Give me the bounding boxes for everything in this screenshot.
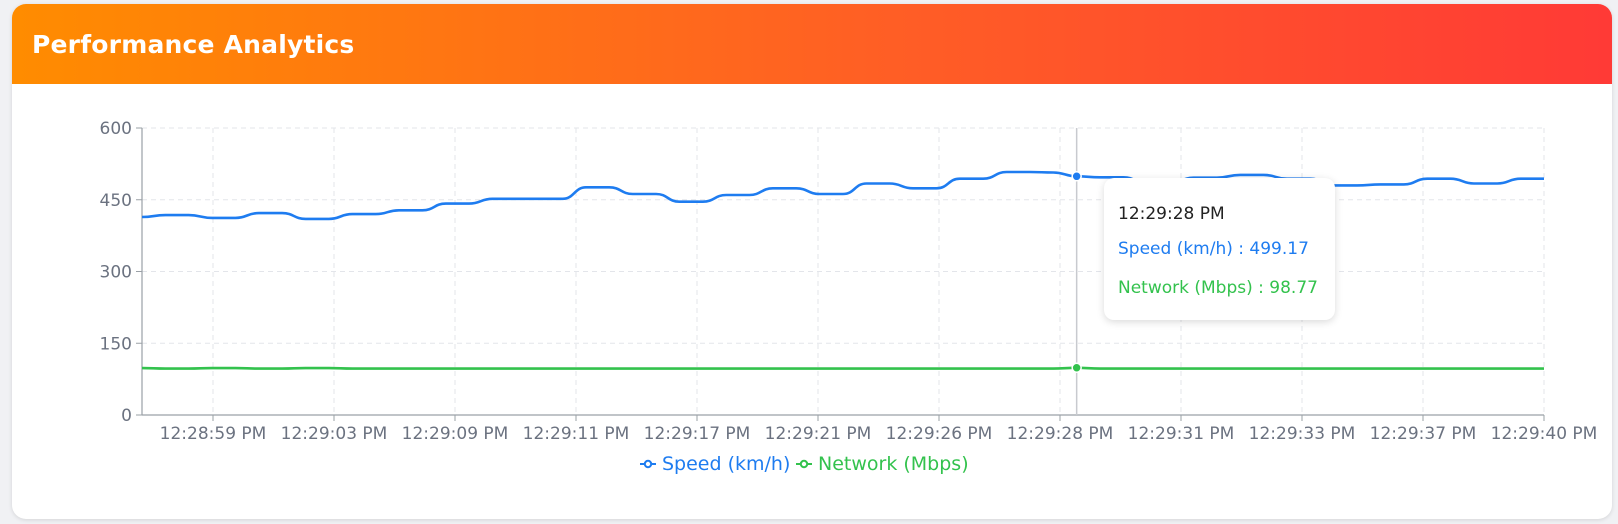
card-header: Performance Analytics (12, 4, 1612, 84)
x-tick-label: 12:29:17 PM (644, 424, 751, 444)
y-tick-label: 600 (100, 119, 132, 139)
x-tick-label: 12:29:40 PM (1491, 424, 1598, 444)
y-tick-label: 450 (100, 191, 132, 211)
legend-network-label: Network (Mbps) (818, 453, 969, 475)
x-tick-label: 12:29:26 PM (886, 424, 993, 444)
analytics-card: Performance Analytics (12, 4, 1612, 519)
x-tick-label: 12:28:59 PM (160, 424, 267, 444)
legend-network-marker (799, 459, 809, 469)
legend-network[interactable]: Network (Mbps) (796, 453, 969, 475)
x-tick-label: 12:29:11 PM (523, 424, 630, 444)
network-series-hover-point (1071, 362, 1082, 374)
tooltip-network: Network (Mbps) : 98.77 (1118, 278, 1318, 298)
chart-tooltip: 12:29:28 PM Speed (km/h) : 499.17 Networ… (1104, 178, 1335, 320)
x-tick-label: 12:29:28 PM (1007, 424, 1114, 444)
legend-speed-label: Speed (km/h) (662, 453, 790, 475)
x-tick-label: 12:29:03 PM (281, 424, 388, 444)
y-tick-label: 300 (100, 263, 132, 283)
x-tick-label: 12:29:33 PM (1249, 424, 1356, 444)
x-tick-label: 12:29:37 PM (1370, 424, 1477, 444)
x-tick-label: 12:29:31 PM (1128, 424, 1235, 444)
x-tick-label: 12:29:09 PM (402, 424, 509, 444)
legend-speed-marker (643, 459, 653, 469)
network-series-line (141, 366, 1544, 370)
speed-series-hover-point (1071, 171, 1082, 182)
legend-speed[interactable]: Speed (km/h) (640, 453, 790, 475)
x-tick-label: 12:29:21 PM (765, 424, 872, 444)
tooltip-time: 12:29:28 PM (1118, 204, 1225, 224)
page-title: Performance Analytics (32, 29, 355, 59)
y-tick-label: 0 (121, 406, 132, 426)
y-tick-label: 150 (100, 334, 132, 354)
tooltip-speed: Speed (km/h) : 499.17 (1118, 239, 1309, 259)
